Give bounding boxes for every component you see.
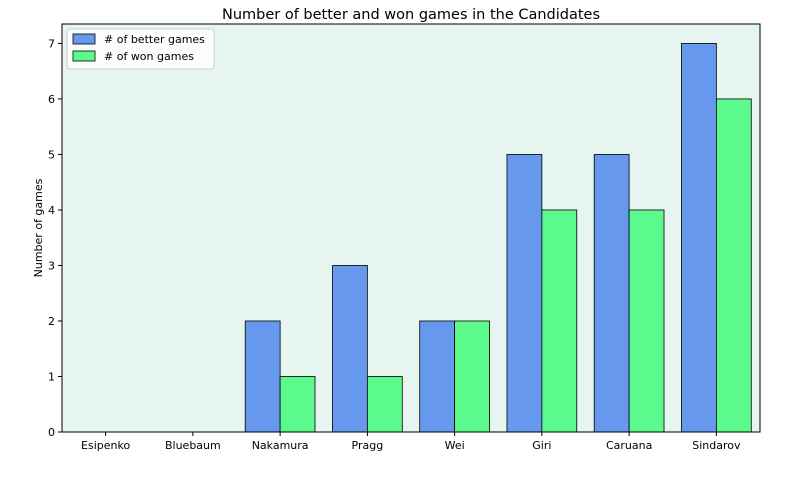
legend-box: [66, 28, 215, 70]
legend: # of better games # of won games: [66, 28, 215, 70]
x-tick-label: Giri: [532, 439, 551, 452]
bar-better-nakamura: [244, 320, 281, 433]
chart-title: Number of better and won games in the Ca…: [222, 7, 600, 23]
bar-won-nakamura: [279, 376, 316, 433]
bar-won-pragg: [366, 376, 403, 433]
y-tick-label: 3: [48, 259, 55, 272]
x-tick-label: Caruana: [606, 439, 652, 452]
y-axis-label: Number of games: [32, 178, 45, 277]
y-tick-label: 6: [48, 93, 55, 106]
x-tick-label: Bluebaum: [165, 439, 221, 452]
x-tick-label: Wei: [445, 439, 465, 452]
bar-better-giri: [506, 154, 543, 433]
y-tick-label: 4: [48, 204, 55, 217]
bar-better-caruana: [593, 154, 630, 433]
legend-swatch: [72, 50, 96, 62]
x-tick-label: Pragg: [352, 439, 384, 452]
x-tick-label: Esipenko: [81, 439, 130, 452]
legend-label: # of better games: [104, 33, 205, 46]
y-tick-label: 2: [48, 315, 55, 328]
y-tick-label: 0: [48, 426, 55, 439]
y-tick-label: 1: [48, 370, 55, 383]
bar-better-pragg: [332, 265, 368, 433]
bar-won-sindarov: [715, 98, 752, 433]
bar-won-wei: [454, 320, 490, 433]
legend-swatch: [72, 33, 96, 45]
x-tick-label: Nakamura: [252, 439, 309, 452]
x-tick-label: Sindarov: [692, 439, 741, 452]
y-tick-label: 5: [48, 148, 55, 161]
bar-better-wei: [419, 320, 456, 433]
bar-better-sindarov: [681, 43, 717, 433]
bar-won-caruana: [628, 209, 665, 433]
bar-won-giri: [541, 209, 578, 433]
y-tick-label: 7: [48, 37, 55, 50]
legend-label: # of won games: [104, 50, 194, 63]
plot-frame: [61, 23, 761, 433]
